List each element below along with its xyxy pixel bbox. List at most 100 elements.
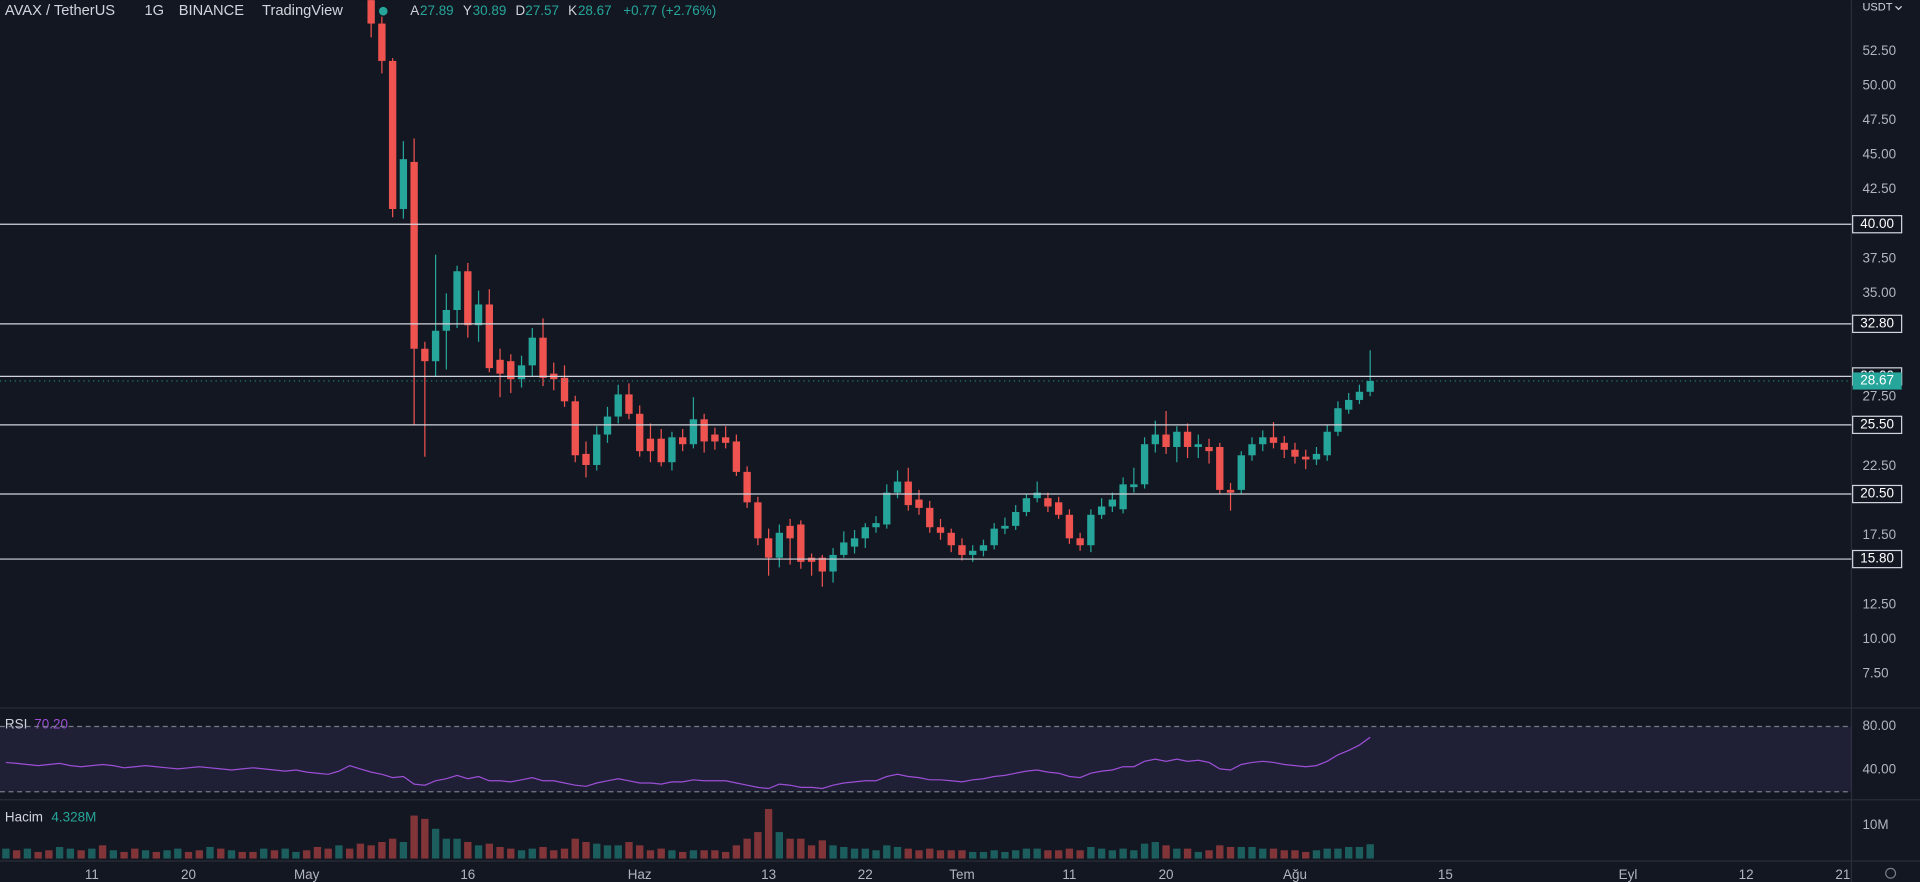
candle-body	[464, 271, 472, 326]
x-tick-label: 15	[1438, 867, 1453, 882]
y-tick-label: 45.00	[1862, 147, 1896, 162]
volume-bar	[668, 850, 676, 859]
candle-body	[1269, 437, 1278, 443]
volume-tick-label: 10M	[1862, 817, 1888, 832]
settings-icon[interactable]	[1885, 867, 1897, 879]
volume-bar	[1151, 842, 1160, 859]
candle-body	[958, 545, 966, 555]
rsi-tick-label: 80.00	[1862, 718, 1896, 733]
level-label: 32.80	[1860, 315, 1894, 330]
candle-body	[442, 309, 451, 331]
volume-bar	[947, 850, 955, 859]
volume-bar	[442, 838, 451, 859]
x-tick-label: 11	[85, 867, 99, 882]
volume-bar	[1312, 850, 1321, 859]
candle-body	[915, 499, 923, 508]
volume-bar	[1065, 848, 1074, 859]
candle-body	[1237, 455, 1245, 490]
volume-bar	[1119, 848, 1127, 859]
candle-body	[614, 394, 622, 417]
candle-body	[689, 419, 698, 445]
volume-bar	[700, 850, 708, 859]
candle-body	[410, 161, 418, 349]
ohlc-value: 27.89	[420, 3, 454, 18]
candle-body	[711, 434, 719, 442]
candle-body	[1130, 484, 1138, 488]
volume-bar	[861, 848, 869, 859]
volume-bar	[1001, 851, 1009, 859]
y-tick-label: 7.50	[1862, 665, 1888, 680]
volume-bar	[356, 843, 365, 859]
volume-bar	[904, 848, 912, 859]
x-tick-label: 13	[761, 867, 776, 882]
candle-body	[1012, 512, 1020, 526]
volume-bar	[1269, 848, 1278, 859]
x-tick-label: Haz	[628, 867, 652, 882]
candle-body	[904, 481, 912, 506]
volume-bar	[818, 840, 826, 859]
volume-bar	[1334, 848, 1342, 859]
ohlc-letter: K	[568, 3, 577, 18]
candle-body	[979, 545, 988, 551]
volume-bar	[507, 848, 515, 859]
volume-bar	[421, 818, 429, 859]
candle-body	[571, 401, 579, 456]
price-pane	[367, 0, 1374, 587]
volume-bar	[936, 850, 945, 859]
candle-body	[732, 441, 741, 472]
y-tick-label: 10.00	[1862, 631, 1896, 646]
volume-bar	[539, 846, 547, 859]
volume-bar	[55, 846, 64, 859]
volume-bar	[1044, 850, 1052, 859]
volume-bar	[1259, 848, 1267, 859]
volume-bar	[1130, 850, 1138, 859]
interval: 1G	[144, 3, 164, 19]
volume-bar	[345, 848, 354, 859]
ohlc-letter: Y	[463, 3, 472, 18]
volume-bar	[1108, 850, 1117, 859]
currency[interactable]: USDT	[1862, 1, 1892, 13]
candle-body	[1205, 446, 1213, 452]
volume-bar	[636, 845, 644, 859]
volume-bar	[721, 851, 730, 859]
candle-body	[883, 492, 891, 525]
volume-bar	[883, 845, 891, 859]
volume-bar	[1355, 846, 1364, 859]
candle-body	[775, 532, 784, 558]
volume-bar	[593, 843, 601, 859]
volume-bar	[206, 846, 214, 859]
volume-bar	[1216, 845, 1224, 859]
volume-bar	[324, 848, 332, 859]
candle-body	[786, 525, 794, 539]
rsi-line	[5, 736, 1371, 790]
volume-bar	[743, 838, 751, 859]
y-tick-label: 12.50	[1862, 596, 1896, 611]
currency-caret[interactable]	[1895, 5, 1903, 11]
candle-body	[1065, 514, 1074, 539]
candle-body	[1097, 506, 1106, 515]
candle-body	[474, 304, 483, 326]
candle-body	[367, 0, 375, 24]
volume-bar	[915, 850, 923, 859]
candle-body	[990, 528, 998, 546]
status-dot	[378, 6, 388, 16]
volume-bar	[797, 838, 805, 859]
volume-bar	[485, 843, 493, 859]
y-tick-label: 52.50	[1862, 43, 1896, 58]
candle-body	[399, 159, 408, 209]
ohlc-letter: D	[516, 3, 526, 18]
volume-bar	[249, 851, 257, 859]
candle-body	[431, 330, 440, 362]
level-label-box	[1852, 314, 1903, 334]
volume-bar	[829, 845, 837, 859]
volume-bar	[1280, 850, 1288, 859]
volume-bar	[399, 842, 408, 859]
candle-body	[1312, 453, 1321, 460]
volume-bar	[313, 846, 322, 859]
volume-bar	[775, 832, 784, 859]
candle-body	[388, 60, 397, 209]
candle-body	[1334, 408, 1342, 432]
ohlc-value: 28.67	[578, 3, 612, 18]
volume-bar	[335, 845, 343, 859]
